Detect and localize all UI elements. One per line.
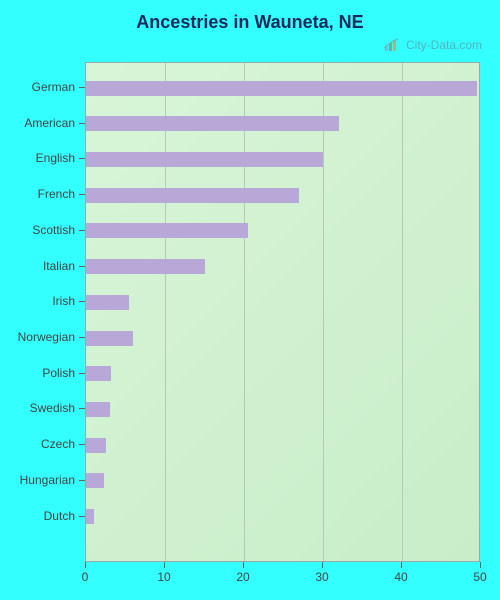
y-tick xyxy=(79,194,85,195)
bar xyxy=(86,473,104,488)
chart-container: Ancestries in Wauneta, NE City-Data.com … xyxy=(0,0,500,600)
y-tick xyxy=(79,230,85,231)
x-axis-label: 10 xyxy=(157,570,170,584)
y-tick xyxy=(79,337,85,338)
y-tick xyxy=(79,123,85,124)
y-axis-label: Polish xyxy=(0,366,75,380)
y-axis-label: Scottish xyxy=(0,223,75,237)
y-axis-label: French xyxy=(0,187,75,201)
x-axis-label: 40 xyxy=(394,570,407,584)
bar xyxy=(86,152,323,167)
y-axis-label: Czech xyxy=(0,437,75,451)
x-tick xyxy=(85,562,86,568)
y-axis-label: American xyxy=(0,116,75,130)
grid-line xyxy=(165,63,166,561)
bar xyxy=(86,438,106,453)
y-tick xyxy=(79,516,85,517)
y-axis-label: English xyxy=(0,151,75,165)
citydata-logo: City-Data.com xyxy=(384,38,482,52)
bar xyxy=(86,509,94,524)
bar xyxy=(86,188,299,203)
x-tick xyxy=(480,562,481,568)
y-tick xyxy=(79,373,85,374)
grid-line xyxy=(323,63,324,561)
bar xyxy=(86,223,248,238)
x-tick xyxy=(322,562,323,568)
plot-area xyxy=(85,62,480,562)
x-tick xyxy=(401,562,402,568)
y-axis-label: Swedish xyxy=(0,401,75,415)
bar xyxy=(86,259,205,274)
y-axis-label: Italian xyxy=(0,259,75,273)
y-axis-label: Dutch xyxy=(0,509,75,523)
grid-line xyxy=(244,63,245,561)
bar xyxy=(86,331,133,346)
x-tick xyxy=(164,562,165,568)
y-tick xyxy=(79,301,85,302)
x-axis-label: 50 xyxy=(473,570,486,584)
chart-title: Ancestries in Wauneta, NE xyxy=(0,12,500,33)
x-axis-label: 20 xyxy=(236,570,249,584)
y-tick xyxy=(79,444,85,445)
bar xyxy=(86,366,111,381)
y-tick xyxy=(79,266,85,267)
bar xyxy=(86,81,477,96)
grid-line xyxy=(402,63,403,561)
y-axis-label: German xyxy=(0,80,75,94)
y-axis-label: Irish xyxy=(0,294,75,308)
logo-text: City-Data.com xyxy=(406,38,482,52)
y-tick xyxy=(79,87,85,88)
bar xyxy=(86,116,339,131)
y-tick xyxy=(79,480,85,481)
y-tick xyxy=(79,158,85,159)
x-axis-label: 30 xyxy=(315,570,328,584)
x-axis-label: 0 xyxy=(82,570,89,584)
y-axis-label: Hungarian xyxy=(0,473,75,487)
bar xyxy=(86,295,129,310)
x-tick xyxy=(243,562,244,568)
y-tick xyxy=(79,408,85,409)
y-axis-label: Norwegian xyxy=(0,330,75,344)
bar-chart-icon xyxy=(384,38,402,52)
bar xyxy=(86,402,110,417)
